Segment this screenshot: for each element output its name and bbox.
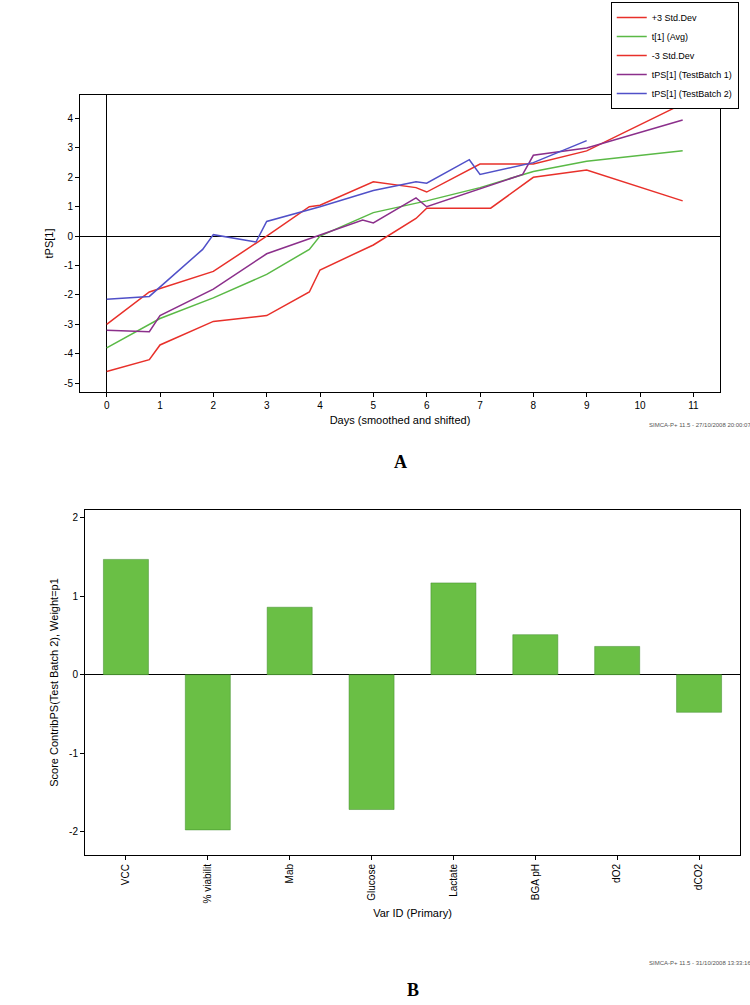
svg-text:1: 1 (67, 201, 73, 212)
svg-text:% viabilit: % viabilit (202, 864, 213, 904)
svg-text:-3: -3 (64, 319, 73, 330)
svg-text:A: A (394, 452, 407, 472)
svg-text:-4: -4 (64, 348, 73, 359)
svg-text:0: 0 (67, 231, 73, 242)
svg-text:0: 0 (104, 400, 110, 411)
svg-text:2: 2 (67, 172, 73, 183)
svg-text:9: 9 (584, 400, 590, 411)
svg-text:0: 0 (72, 669, 78, 680)
svg-text:-3 Std.Dev: -3 Std.Dev (652, 51, 695, 61)
svg-text:7: 7 (477, 400, 483, 411)
svg-text:11: 11 (688, 400, 699, 411)
svg-text:1: 1 (157, 400, 163, 411)
svg-text:Mab: Mab (284, 864, 295, 884)
svg-text:4: 4 (67, 113, 73, 124)
svg-text:Days (smoothed and shifted): Days (smoothed and shifted) (330, 414, 471, 426)
svg-text:tPS[1]: tPS[1] (43, 229, 55, 259)
svg-text:Score ContribPS(Test Batch 2),: Score ContribPS(Test Batch 2), Weight=p1 (48, 578, 60, 787)
svg-text:dCO2: dCO2 (693, 864, 704, 891)
svg-text:-1: -1 (69, 748, 78, 759)
svg-text:VCC: VCC (120, 864, 131, 885)
svg-text:t[1] (Avg): t[1] (Avg) (652, 32, 688, 42)
svg-text:4: 4 (317, 400, 323, 411)
svg-text:-2: -2 (64, 289, 73, 300)
svg-text:-2: -2 (69, 826, 78, 837)
svg-text:6: 6 (424, 400, 430, 411)
svg-text:SIMCA-P+ 11.5 - 31/10/2008 13:: SIMCA-P+ 11.5 - 31/10/2008 13:33:16 (649, 960, 750, 966)
svg-text:+3 Std.Dev: +3 Std.Dev (652, 13, 697, 23)
svg-text:1: 1 (72, 591, 78, 602)
svg-text:5: 5 (371, 400, 377, 411)
svg-text:dO2: dO2 (611, 864, 622, 883)
svg-text:Lactate: Lactate (448, 864, 459, 897)
svg-text:tPS[1] (TestBatch 2): tPS[1] (TestBatch 2) (652, 89, 732, 99)
svg-text:3: 3 (67, 142, 73, 153)
svg-text:3: 3 (264, 400, 270, 411)
svg-text:BGA pH: BGA pH (530, 864, 541, 900)
svg-text:2: 2 (72, 512, 78, 523)
svg-text:8: 8 (531, 400, 537, 411)
svg-text:SIMCA-P+ 11.5 - 27/10/2008 20:: SIMCA-P+ 11.5 - 27/10/2008 20:00:07 (649, 422, 750, 428)
svg-text:B: B (407, 980, 419, 1000)
svg-text:-5: -5 (64, 378, 73, 389)
svg-text:-1: -1 (64, 260, 73, 271)
svg-text:2: 2 (211, 400, 217, 411)
svg-text:10: 10 (634, 400, 646, 411)
svg-text:Glucose: Glucose (366, 864, 377, 901)
svg-text:Var ID (Primary): Var ID (Primary) (373, 907, 452, 919)
svg-text:tPS[1] (TestBatch 1): tPS[1] (TestBatch 1) (652, 70, 732, 80)
